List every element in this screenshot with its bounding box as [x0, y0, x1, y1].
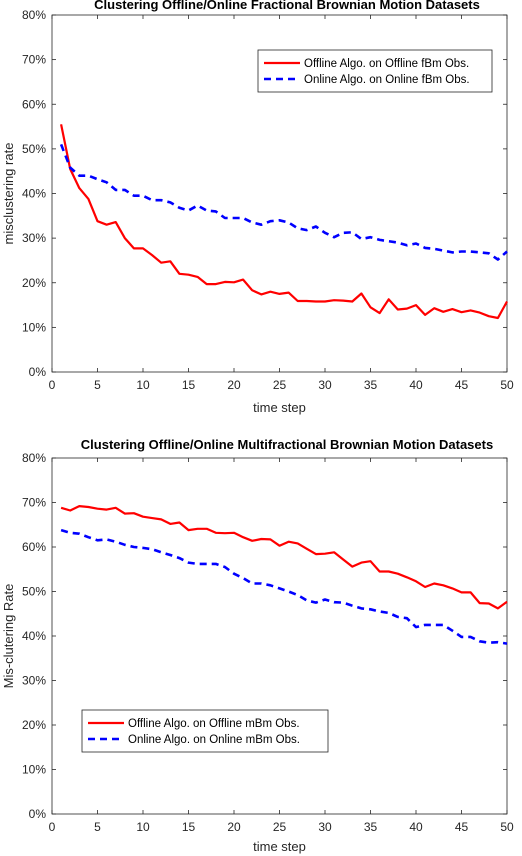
- x-axis-label: time step: [253, 400, 306, 415]
- y-axis-label: Mis-clutering Rate: [1, 584, 16, 689]
- chart-fbm: Clustering Offline/Online Fractional Bro…: [1, 0, 514, 415]
- chart-title: Clustering Offline/Online Fractional Bro…: [94, 0, 480, 12]
- y-tick-label: 70%: [22, 53, 46, 67]
- legend: Offline Algo. on Offline fBm Obs. Online…: [257, 49, 493, 93]
- x-axis-label: time step: [253, 839, 306, 854]
- series-layer: [59, 124, 508, 320]
- x-axis: 0 5 10 15 20 25 30 35 40 45 50: [49, 15, 514, 392]
- y-axis: 0% 10% 20% 30% 40% 50% 60% 70% 80%: [22, 451, 507, 821]
- y-tick-label: 60%: [22, 97, 46, 111]
- x-tick-label: 25: [273, 378, 287, 392]
- x-axis: 0 5 10 15 20 25 30 35 40 45 50: [49, 458, 514, 834]
- series-layer: [60, 505, 508, 645]
- y-tick-label: 80%: [22, 8, 46, 22]
- chart-title: Clustering Offline/Online Multifractiona…: [81, 437, 493, 452]
- series-line-offline: [60, 124, 508, 320]
- legend-box: [257, 49, 493, 93]
- y-tick-label: 30%: [22, 231, 46, 245]
- series-line-offline: [60, 505, 508, 610]
- x-tick-label: 0: [49, 820, 56, 834]
- x-tick-label: 10: [136, 378, 150, 392]
- legend: Offline Algo. on Offline mBm Obs. Online…: [81, 709, 329, 753]
- y-tick-label: 40%: [22, 629, 46, 643]
- y-tick-label: 20%: [22, 718, 46, 732]
- y-tick-label: 0%: [29, 365, 47, 379]
- x-tick-label: 20: [227, 378, 241, 392]
- x-tick-label: 45: [455, 378, 469, 392]
- x-tick-label: 15: [182, 378, 196, 392]
- x-tick-label: 20: [227, 820, 241, 834]
- x-tick-label: 40: [409, 820, 423, 834]
- x-tick-label: 35: [364, 378, 378, 392]
- series-line-online: [59, 143, 508, 261]
- x-tick-label: 30: [318, 820, 332, 834]
- legend-label-offline: Offline Algo. on Offline fBm Obs.: [304, 58, 469, 70]
- y-tick-label: 60%: [22, 540, 46, 554]
- y-tick-label: 0%: [29, 807, 47, 821]
- y-tick-label: 50%: [22, 585, 46, 599]
- chart-mbm: Clustering Offline/Online Multifractiona…: [1, 437, 514, 854]
- y-tick-label: 20%: [22, 276, 46, 290]
- legend-label-online: Online Algo. on Online mBm Obs.: [128, 734, 300, 746]
- legend-box: [81, 709, 329, 753]
- y-tick-label: 50%: [22, 142, 46, 156]
- y-tick-label: 70%: [22, 496, 46, 510]
- y-tick-label: 30%: [22, 674, 46, 688]
- x-tick-label: 5: [94, 820, 101, 834]
- x-tick-label: 35: [364, 820, 378, 834]
- x-tick-label: 25: [273, 820, 287, 834]
- x-tick-label: 5: [94, 378, 101, 392]
- x-tick-label: 40: [409, 378, 423, 392]
- x-tick-label: 50: [500, 378, 514, 392]
- x-tick-label: 30: [318, 378, 332, 392]
- x-tick-label: 15: [182, 820, 196, 834]
- x-tick-label: 10: [136, 820, 150, 834]
- x-tick-label: 50: [500, 820, 514, 834]
- x-tick-label: 0: [49, 378, 56, 392]
- y-axis-label: misclustering rate: [1, 143, 16, 245]
- y-tick-label: 10%: [22, 763, 46, 777]
- legend-label-online: Online Algo. on Online fBm Obs.: [304, 74, 470, 86]
- plot-area: [51, 457, 508, 815]
- series-line-online: [60, 528, 508, 645]
- y-axis: 0% 10% 20% 30% 40% 50% 60% 70% 80%: [22, 8, 507, 379]
- y-tick-label: 80%: [22, 451, 46, 465]
- x-tick-label: 45: [455, 820, 469, 834]
- legend-label-offline: Offline Algo. on Offline mBm Obs.: [128, 718, 300, 730]
- y-tick-label: 40%: [22, 187, 46, 201]
- y-tick-label: 10%: [22, 320, 46, 334]
